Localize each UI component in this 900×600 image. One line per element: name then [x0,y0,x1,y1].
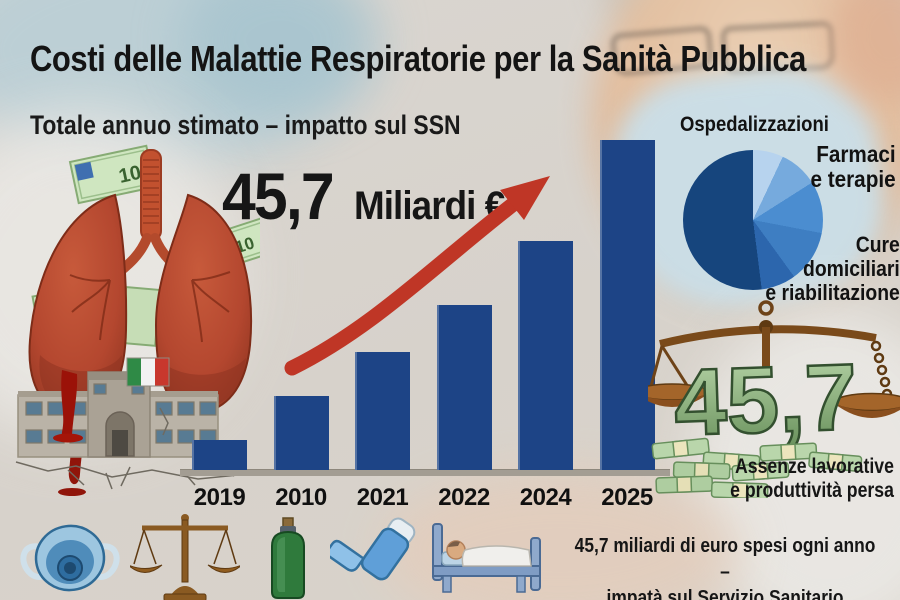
balance-scale-icon [130,514,240,600]
bar-chart: 2019 2010 2021 2022 2024 2025 [180,130,670,511]
page-subtitle: Totale annuo stimato – impatto sul SSN [30,110,461,140]
lungs-money-hospital-illustration: 10 10 10 [15,144,260,496]
oxygen-cylinder-icon [271,517,305,599]
bar-2022 [436,305,492,470]
hospital-bed-icon [432,523,541,593]
hospital-building [15,370,239,490]
axis-label-2010: 2010 [275,484,327,511]
footer-summary-text: 45,7 miliardi di euro spesi ogni anno – … [574,535,876,600]
pie-label-ospedalizzazioni: Ospedalizzazioni [680,113,829,136]
italian-flag-icon [126,357,170,387]
respirator-mask-icon [20,524,120,592]
total-cost-unit: Miliardi € [354,184,505,228]
blood-on-building [61,370,78,443]
balance-beam [648,300,900,418]
scale-value-text: 45,7 [672,344,859,455]
bar-2010 [273,396,329,470]
bar-2021 [355,352,410,470]
svg-text:10: 10 [117,162,143,188]
total-cost-value: 45,7 [222,159,335,233]
icons-row [10,512,550,600]
axis-label-2022: 2022 [438,484,490,511]
trend-arrow [284,176,550,376]
axis-label-2019: 2019 [193,484,246,511]
axis-label-2025: 2025 [601,484,653,511]
bar-2019 [192,440,247,470]
pie-label-farmaci-e-terapie: Farmaci e terapie [810,141,896,193]
page-title: Costi delle Malattie Respiratorie per la… [30,38,806,79]
total-cost-highlight: 45,7 Miliardi € [222,158,518,234]
pie-label-cure-domiciliari: Cure domiciliari e riabilitazione [765,232,900,306]
inhaler-icon [330,517,416,581]
scale-caption: Assenze lavorative e produttività persa [730,455,894,503]
bar-2025 [599,140,655,470]
chart-baseline [180,469,670,476]
euro-banknote-icon: 10 [68,144,157,205]
ground-cracks [15,407,239,490]
axis-label-2021: 2021 [356,484,409,511]
bar-2024 [518,241,573,470]
pie-chart [683,150,823,290]
money-balance-figure: 45,7 [648,300,900,498]
money-stacks [651,437,863,498]
axis-label-2024: 2024 [519,484,572,511]
